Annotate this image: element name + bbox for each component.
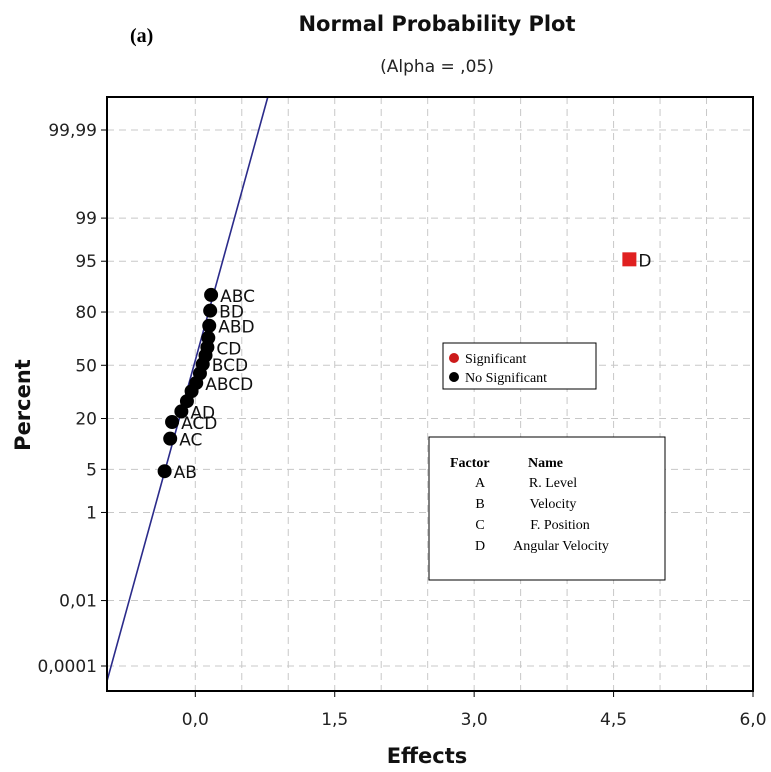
y-tick-label: 80 xyxy=(75,303,97,323)
data-point-label: BCD xyxy=(212,356,248,376)
factor-table-row-name: F. Position xyxy=(530,518,590,533)
factor-table-row-factor: D xyxy=(475,539,485,554)
data-point-label: D xyxy=(638,251,651,271)
x-tick-label: 0,0 xyxy=(182,710,209,730)
factor-table: Factor Name A R. Level B Velocity C F. P… xyxy=(428,436,666,581)
y-tick-label: 50 xyxy=(75,356,97,376)
factor-table-row-factor: C xyxy=(475,518,484,533)
factor-table-row-name: Velocity xyxy=(530,497,577,512)
chart-title: Normal Probability Plot xyxy=(298,12,575,36)
factor-table-row-name: R. Level xyxy=(529,476,577,491)
data-point xyxy=(163,431,178,446)
y-tick-label: 20 xyxy=(75,410,97,430)
legend-label-no-significant: No Significant xyxy=(465,371,547,386)
x-tick-labels: 0,0 1,5 3,0 4,5 6,0 xyxy=(182,691,767,730)
y-axis-label: Percent xyxy=(11,359,35,451)
data-point-label: AC xyxy=(179,431,202,451)
data-point-label: AD xyxy=(190,403,215,423)
x-tick-label: 4,5 xyxy=(600,710,627,730)
data-point xyxy=(165,414,180,429)
y-tick-label: 95 xyxy=(75,252,97,272)
y-tick-label: 0,01 xyxy=(59,592,97,612)
x-tick-label: 6,0 xyxy=(739,710,766,730)
data-point xyxy=(201,330,216,345)
y-tick-labels: 0,0001 0,01 1 5 20 50 80 95 99 99,99 xyxy=(38,121,107,677)
data-point-label: ABC xyxy=(220,287,255,307)
y-tick-label: 5 xyxy=(86,460,97,480)
factor-table-header-name: Name xyxy=(528,456,563,471)
data-point-label: AB xyxy=(174,463,197,483)
y-tick-label: 1 xyxy=(86,503,97,523)
plot-frame xyxy=(106,96,754,692)
data-point xyxy=(157,464,172,479)
grid xyxy=(107,97,753,691)
x-tick-label: 1,5 xyxy=(321,710,348,730)
legend: Significant No Significant xyxy=(442,342,597,390)
factor-table-header-factor: Factor xyxy=(450,456,490,471)
factor-table-box xyxy=(428,436,666,581)
data-point xyxy=(204,287,219,302)
y-tick-label: 99 xyxy=(75,209,97,229)
data-point xyxy=(202,318,217,333)
factor-table-row-factor: B xyxy=(475,497,484,512)
panel-label: (a) xyxy=(130,25,153,47)
data-point-label: BD xyxy=(219,303,244,323)
data-point-label: ABCD xyxy=(205,375,253,395)
factor-table-row-name: Angular Velocity xyxy=(513,539,609,554)
data-point-label: ABD xyxy=(218,318,254,338)
data-point xyxy=(203,303,218,318)
y-tick-label: 99,99 xyxy=(48,121,97,141)
x-axis-label: Effects xyxy=(387,744,468,768)
data-point-label: CD xyxy=(216,339,241,359)
legend-box xyxy=(442,342,597,390)
x-tick-label: 3,0 xyxy=(461,710,488,730)
data-point-label: ACD xyxy=(181,414,217,434)
y-tick-label: 0,0001 xyxy=(38,657,97,677)
legend-marker-significant xyxy=(449,353,459,363)
factor-table-row-factor: A xyxy=(475,476,486,491)
data-point-significant xyxy=(622,252,637,267)
legend-label-significant: Significant xyxy=(465,352,527,367)
legend-marker-no-significant xyxy=(449,372,459,382)
chart-subtitle: (Alpha = ,05) xyxy=(380,57,494,77)
